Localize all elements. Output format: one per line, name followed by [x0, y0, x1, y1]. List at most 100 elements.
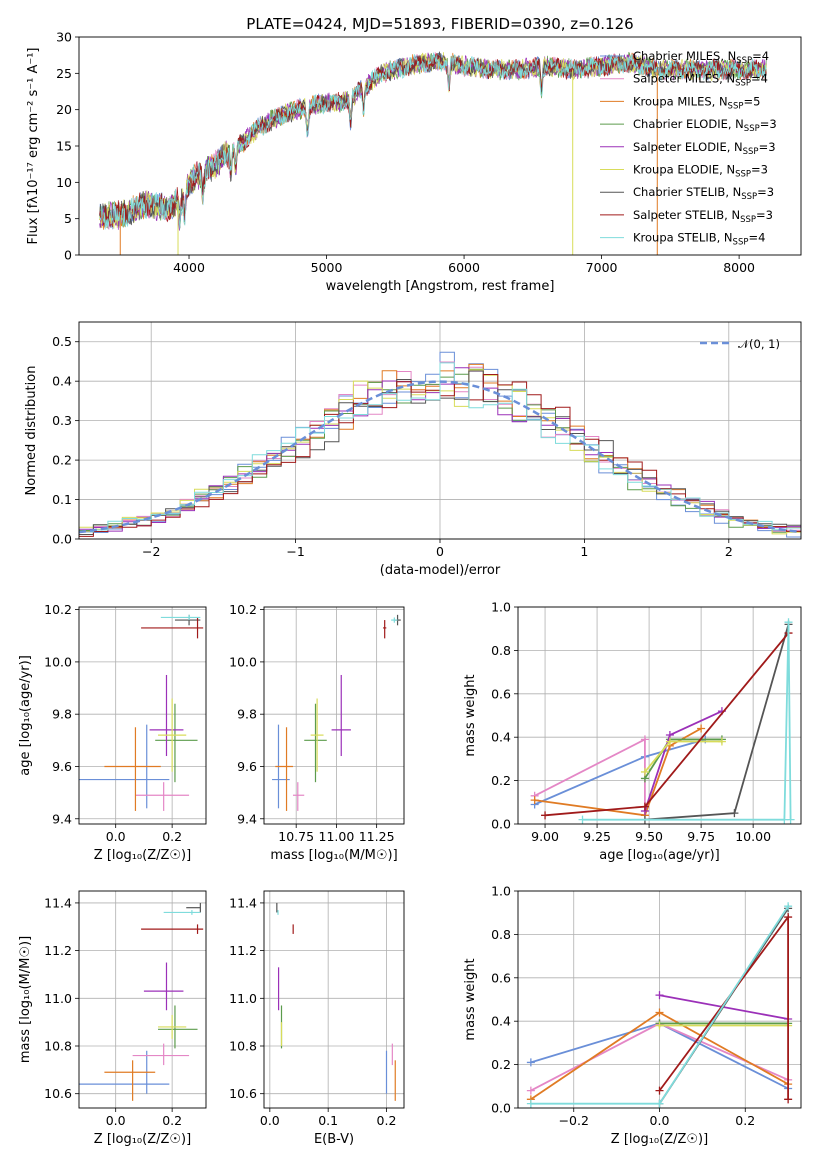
y-tick-label: 10.8: [229, 1039, 257, 1054]
age_vs_Z-ylabel: age [log₁₀(age/yr)]: [18, 655, 33, 776]
mass_weight_vs_Z-xlabel: Z [log₁₀(Z/Z☉)]: [611, 1132, 708, 1147]
x-tick-label: 0.1: [318, 1113, 338, 1128]
x-tick-label: 2: [725, 544, 733, 559]
y-tick-label: 0.0: [491, 817, 511, 832]
mass_vs_ebv-xlabel: E(B-V): [314, 1132, 354, 1147]
age_vs_Z-frame: [78, 606, 207, 825]
errorbar-point: [135, 782, 190, 811]
errorbar-point: [141, 924, 204, 934]
spectrum-series-line: [99, 52, 767, 229]
mass-weight-marker: [717, 737, 726, 746]
legend-entry: Kroupa STELIB, NSSP=4: [633, 231, 765, 248]
legend-entry: Kroupa ELODIE, NSSP=3: [633, 163, 768, 180]
x-tick-label: 7000: [586, 260, 618, 275]
spectrum-ylabel: Flux [fλ10⁻¹⁷ erg cm⁻² s⁻¹ A⁻¹]: [26, 48, 41, 245]
legend-entry: Salpeter ELODIE, NSSP=3: [633, 140, 776, 157]
y-tick-label: 10.6: [229, 1086, 257, 1101]
legend-entry: Kroupa MILES, NSSP=5: [633, 94, 760, 111]
x-tick-label: 11.25: [359, 829, 395, 844]
mass-weight-marker: [730, 809, 739, 818]
y-tick-label: 0.8: [491, 927, 511, 942]
x-tick-label: 6000: [448, 260, 480, 275]
mass-weight-marker: [665, 737, 674, 746]
y-tick-label: 9.8: [52, 707, 72, 722]
errorbar-point: [186, 902, 201, 913]
x-tick-label: 11.00: [319, 829, 355, 844]
residuals-ylabel: Normed distribution: [24, 366, 39, 496]
y-tick-label: 0.4: [491, 1014, 511, 1029]
x-tick-label: −1: [286, 544, 304, 559]
mass-weight-marker: [784, 1095, 793, 1104]
y-tick-label: 25: [56, 66, 72, 81]
mass-weight-marker: [786, 815, 795, 824]
age_vs_Z-xlabel: Z [log₁₀(Z/Z☉)]: [94, 848, 191, 863]
errorbar-point: [383, 620, 387, 639]
y-tick-label: 0.6: [491, 970, 511, 985]
mass_vs_Z-ylabel: mass [log₁₀(M/M☉)]: [18, 936, 33, 1063]
age_vs_mass-xlabel: mass [log₁₀(M/M☉)]: [270, 848, 397, 863]
spectrum-legend: Chabrier MILES, NSSP=4 Salpeter MILES, NS…: [600, 49, 777, 248]
errorbar-point: [292, 782, 305, 811]
y-tick-label: 9.6: [52, 759, 72, 774]
age_vs_Z-grid: [79, 607, 206, 824]
mass-weight-marker: [640, 802, 649, 811]
y-tick-label: 0.3: [52, 413, 72, 428]
mass-weight-marker: [784, 902, 793, 911]
age_vs_mass-grid: [264, 607, 404, 824]
x-tick-label: 0: [436, 544, 444, 559]
mass-weight-series-line: [545, 632, 790, 817]
histogram-series: [79, 368, 801, 535]
y-tick-label: 0.0: [52, 532, 72, 547]
age_vs_mass-frame: [263, 606, 405, 825]
errorbar-point: [275, 727, 293, 811]
mass-weight-series-line: [644, 624, 790, 821]
legend-entry: Chabrier MILES, NSSP=4: [633, 49, 769, 66]
x-tick-label: 0.2: [162, 1113, 182, 1128]
x-tick-label: 4000: [173, 260, 205, 275]
y-tick-label: 10.2: [44, 602, 72, 617]
y-tick-label: 0.2: [52, 453, 72, 468]
mass-weight-marker: [655, 1099, 664, 1108]
residuals-axes: −2 −1 0 1 2 0.0 0.1 0.2 0.3 0.4 0.5 (data-model)/er…: [24, 322, 801, 578]
y-tick-label: 0.2: [491, 773, 511, 788]
mass_vs_Z-axes: 0.0 0.2 10.6 10.8 11.0 11.2 11.4 Z [log₁₀(Z/Z☉)…: [18, 891, 206, 1147]
x-tick-label: −2: [142, 544, 160, 559]
mass_weight_vs_Z-ylabel: mass weight: [463, 958, 478, 1040]
errorbar-point: [174, 614, 201, 626]
y-tick-label: 0.2: [491, 1057, 511, 1072]
errorbar-point: [149, 674, 184, 757]
y-tick-label: 11.4: [229, 895, 257, 910]
mass_weight_vs_Z-frame: [517, 890, 802, 1109]
x-tick-label: −0.2: [559, 1113, 589, 1128]
mass-weight-marker: [784, 618, 793, 627]
mass-weight-marker: [655, 1086, 664, 1095]
spectrum-frame: [78, 36, 802, 256]
mass_weight_vs_age-xlabel: age [log₁₀(age/yr)]: [599, 848, 720, 863]
y-tick-label: 11.0: [229, 991, 257, 1006]
mass_weight_vs_age-axes: 9.00 9.25 9.50 9.75 10.00 0.0 0.2 0.4 0.6 0.8 1.0 a…: [463, 600, 801, 863]
y-tick-label: 0.4: [491, 730, 511, 745]
mass_weight_vs_age-grid: [518, 606, 801, 825]
y-tick-label: 11.4: [44, 895, 72, 910]
spectrum-series-line: [99, 52, 767, 230]
errorbar-point: [104, 1060, 156, 1101]
errorbar-point: [158, 1015, 187, 1039]
x-tick-label: 9.75: [687, 829, 715, 844]
legend-entry: 𝒩(0, 1): [738, 337, 780, 351]
y-tick-label: 9.4: [237, 811, 257, 826]
mass_vs_Z-xlabel: Z [log₁₀(Z/Z☉)]: [94, 1132, 191, 1147]
y-tick-label: 10.6: [44, 1086, 72, 1101]
y-tick-label: 0.4: [52, 374, 72, 389]
y-tick-label: 9.6: [237, 759, 257, 774]
y-tick-label: 0.1: [52, 492, 72, 507]
legend-entry: Chabrier STELIB, NSSP=3: [633, 185, 774, 202]
histogram-series: [79, 362, 801, 537]
mass-weight-series-line: [534, 738, 706, 806]
mass_vs_ebv-axes: 0.0 0.1 0.2 10.6 10.8 11.0 11.2 11.4 E(B-V): [229, 891, 404, 1147]
mass-weight-marker: [640, 767, 649, 776]
x-tick-label: 0.2: [377, 1113, 397, 1128]
errorbar-point: [163, 910, 201, 915]
normal-reference-curve: [79, 380, 801, 534]
errorbar-point: [155, 703, 198, 783]
mass-weight-marker: [784, 913, 793, 922]
